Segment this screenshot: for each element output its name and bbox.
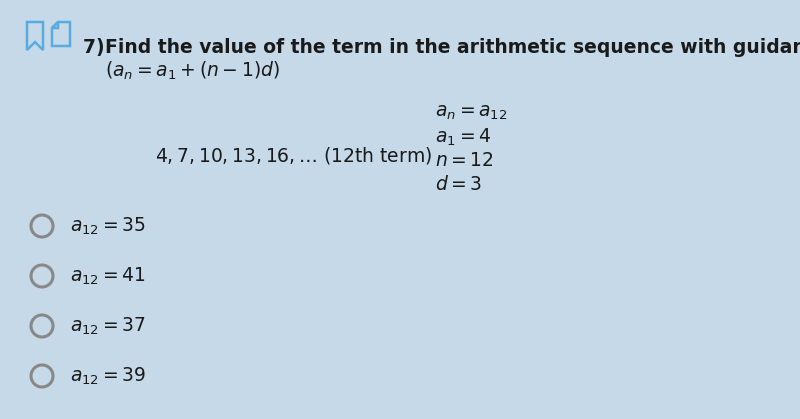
Text: $a_{12} = 39$: $a_{12} = 39$ xyxy=(70,365,146,387)
Text: $d = 3$: $d = 3$ xyxy=(435,175,482,194)
Text: 7): 7) xyxy=(83,38,111,57)
Text: Find the value of the term in the arithmetic sequence with guidance.: Find the value of the term in the arithm… xyxy=(105,38,800,57)
Text: $a_{12} = 37$: $a_{12} = 37$ xyxy=(70,316,146,336)
Text: $a_n = a_{12}$: $a_n = a_{12}$ xyxy=(435,103,507,122)
Text: $a_1 = 4$: $a_1 = 4$ xyxy=(435,127,491,148)
Text: $a_{12} = 41$: $a_{12} = 41$ xyxy=(70,265,146,287)
Text: $a_{12} = 35$: $a_{12} = 35$ xyxy=(70,215,146,237)
Text: $(a_n = a_1 + (n - 1)d)$: $(a_n = a_1 + (n - 1)d)$ xyxy=(105,60,280,82)
Text: $4, 7, 10, 13, 16, \ldots$ (12th term): $4, 7, 10, 13, 16, \ldots$ (12th term) xyxy=(155,145,432,166)
Text: $n = 12$: $n = 12$ xyxy=(435,151,494,170)
